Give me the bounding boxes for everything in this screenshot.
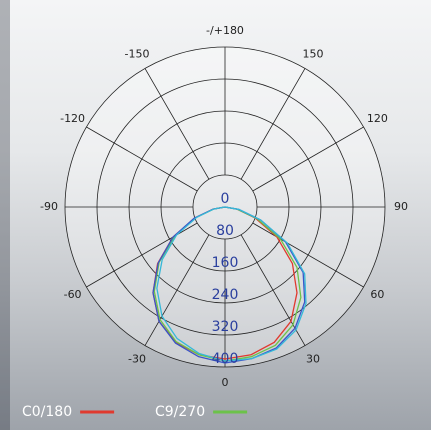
grid-spoke (144, 68, 210, 180)
radial-label: 240 (212, 287, 239, 303)
angle-label: -90 (40, 200, 58, 213)
radial-label: 400 (212, 351, 239, 367)
angle-label: 150 (303, 48, 324, 61)
grid-spoke (86, 126, 198, 192)
radial-label: 320 (212, 319, 239, 335)
angle-label: 120 (367, 112, 388, 125)
intensity-curve (156, 206, 307, 362)
grid-spoke (240, 234, 306, 346)
radial-label: 0 (221, 191, 230, 207)
angle-label: 0 (222, 376, 229, 389)
angle-label: 30 (306, 352, 320, 365)
angle-label: -60 (64, 288, 82, 301)
radial-label: 80 (216, 223, 234, 239)
grid-spoke (252, 126, 364, 192)
legend-label: C9/270 (155, 404, 205, 420)
angle-label: 60 (370, 288, 384, 301)
radial-label: 160 (212, 255, 239, 271)
angle-label: -150 (125, 48, 150, 61)
angle-label: -/+180 (206, 24, 244, 37)
grid-spoke (144, 234, 210, 346)
grid-spoke (240, 68, 306, 180)
legend-label: C0/180 (22, 404, 72, 420)
angle-label: 90 (394, 200, 408, 213)
side-strip (0, 0, 10, 430)
grid-spoke (252, 222, 364, 288)
angle-label: -30 (128, 352, 146, 365)
angle-label: -120 (60, 112, 85, 125)
